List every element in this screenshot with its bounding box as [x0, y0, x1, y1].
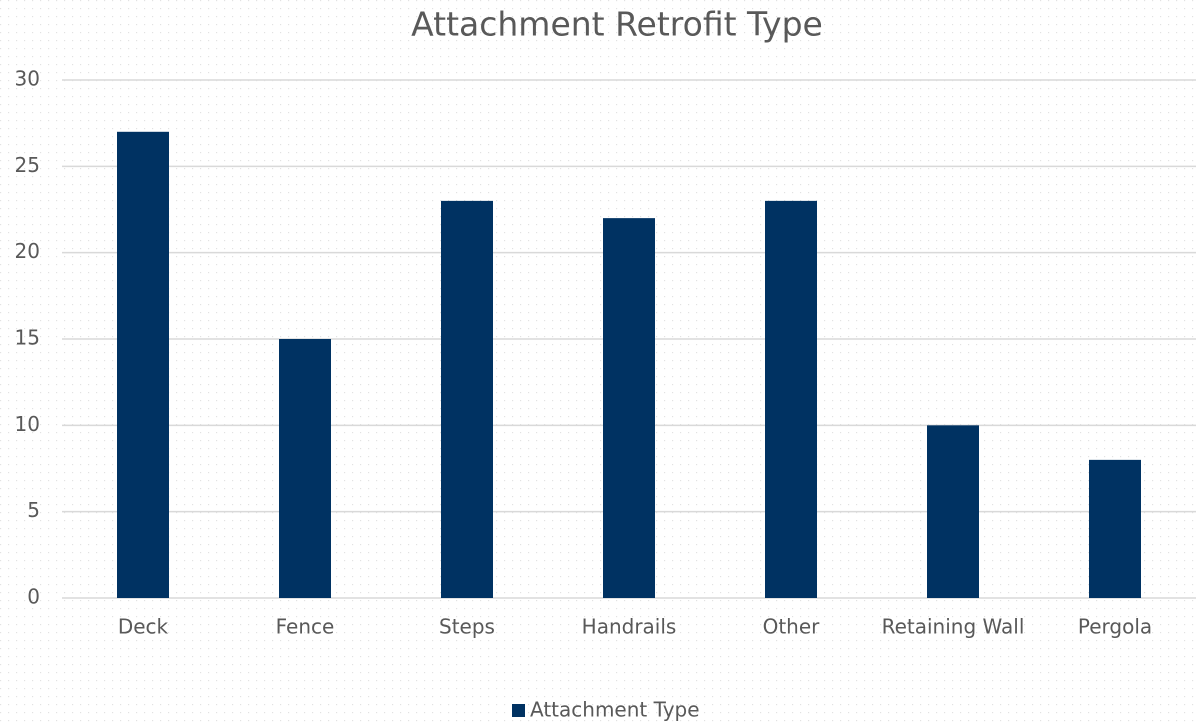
bar — [765, 200, 817, 598]
x-tick-label: Deck — [118, 615, 169, 639]
y-tick-label: 5 — [27, 498, 40, 522]
y-tick-label: 15 — [15, 326, 40, 350]
bar — [441, 200, 493, 598]
bar — [279, 339, 331, 598]
x-tick-label: Pergola — [1078, 615, 1152, 639]
y-tick-label: 30 — [15, 67, 40, 91]
y-tick-label: 20 — [15, 239, 40, 263]
y-tick-label: 0 — [27, 585, 40, 609]
y-tick-label: 10 — [15, 412, 40, 436]
legend-label: Attachment Type — [530, 698, 700, 722]
x-tick-label: Other — [763, 615, 821, 639]
y-tick-label: 25 — [15, 153, 40, 177]
x-tick-label: Retaining Wall — [882, 615, 1025, 639]
legend-swatch — [512, 704, 525, 717]
bar — [927, 425, 979, 598]
bar — [603, 218, 655, 598]
x-tick-label: Fence — [276, 615, 335, 639]
x-tick-label: Handrails — [582, 615, 677, 639]
x-tick-label: Steps — [439, 615, 495, 639]
chart-title: Attachment Retrofit Type — [411, 5, 823, 44]
bar — [117, 131, 169, 599]
bar — [1089, 459, 1141, 598]
